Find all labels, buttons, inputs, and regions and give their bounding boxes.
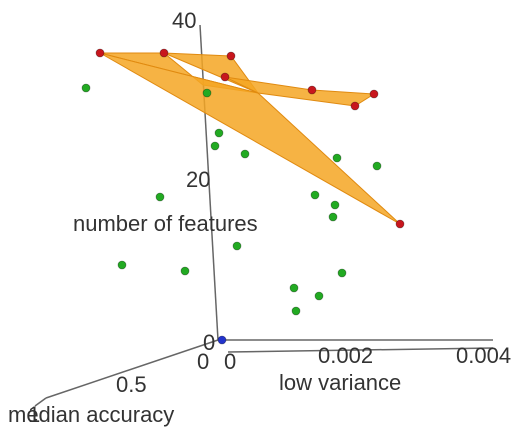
point-red-6 xyxy=(369,89,379,99)
point-green-3 xyxy=(214,128,224,138)
point-red-8 xyxy=(395,219,405,229)
data-points xyxy=(81,48,405,345)
x-axis-back-line xyxy=(227,347,494,353)
point-green-13 xyxy=(117,260,127,270)
y-axis-end-line xyxy=(34,397,47,407)
y-tick-label-0: 0 xyxy=(197,349,209,374)
point-green-14 xyxy=(180,266,190,276)
z-tick-label-0: 0 xyxy=(203,330,215,355)
surface-face-2 xyxy=(99,52,401,225)
axes xyxy=(34,24,494,407)
z-axis-title: number of features xyxy=(73,211,258,236)
point-red-1 xyxy=(95,48,105,58)
point-red-3 xyxy=(226,51,236,61)
point-green-16 xyxy=(289,283,299,293)
z-tick-label-40: 40 xyxy=(172,8,196,33)
y-tick-label-1: 1 xyxy=(28,402,40,427)
y-tick-label-0.5: 0.5 xyxy=(116,372,147,397)
point-green-12 xyxy=(232,241,242,251)
point-green-8 xyxy=(155,192,165,202)
point-green-2 xyxy=(202,88,212,98)
y-axis-ticks: 0 0.5 1 xyxy=(28,349,209,427)
point-red-5 xyxy=(307,85,317,95)
point-green-6 xyxy=(332,153,342,163)
x-axis-title: low variance xyxy=(279,370,401,395)
surface-face-4 xyxy=(224,76,376,107)
point-red-2 xyxy=(159,48,169,58)
point-red-4 xyxy=(220,72,230,82)
point-green-9 xyxy=(310,190,320,200)
pareto-surface xyxy=(99,52,401,225)
surface-face-3 xyxy=(163,52,260,95)
point-green-5 xyxy=(240,149,250,159)
point-green-18 xyxy=(291,306,301,316)
z-axis-ticks: 40 20 0 xyxy=(172,8,215,355)
z-tick-label-20: 20 xyxy=(186,167,210,192)
point-green-1 xyxy=(81,83,91,93)
point-green-10 xyxy=(330,200,340,210)
x-axis-ticks: 0 0.002 0.004 xyxy=(224,343,511,374)
point-green-4 xyxy=(210,141,220,151)
point-red-7 xyxy=(350,101,360,111)
x-tick-label-0.004: 0.004 xyxy=(456,343,511,368)
point-green-11 xyxy=(328,212,338,222)
y-axis-title: median accuracy xyxy=(8,402,174,427)
y-axis-line xyxy=(45,339,219,399)
point-green-17 xyxy=(314,291,324,301)
z-axis-line xyxy=(199,24,219,341)
point-green-15 xyxy=(337,268,347,278)
x-tick-label-0: 0 xyxy=(224,349,236,374)
point-green-7 xyxy=(372,161,382,171)
x-tick-label-0.002: 0.002 xyxy=(318,343,373,368)
point-origin xyxy=(217,335,227,345)
